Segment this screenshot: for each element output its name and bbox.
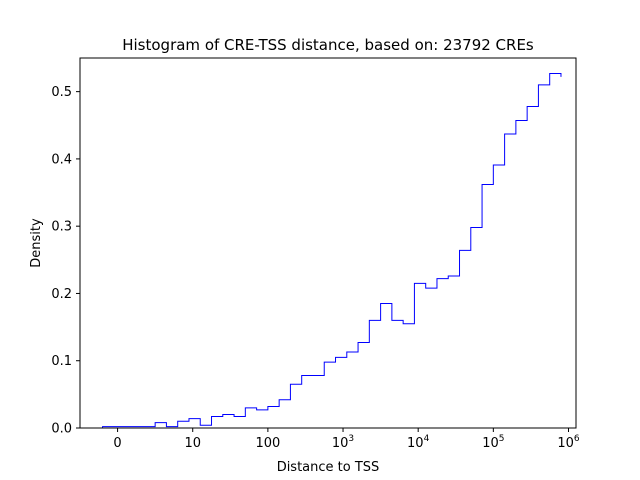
plot-frame (79, 57, 577, 429)
x-tick-label: 104 (407, 434, 430, 451)
y-tick-label: 0.0 (51, 422, 72, 437)
y-tick-label: 0.5 (51, 85, 72, 100)
x-tick-label: 105 (482, 434, 504, 451)
x-axis-label: Distance to TSS (277, 460, 380, 475)
x-axis-ticks: 0 10 100 103 104 105 106 (113, 428, 580, 451)
plot-area (102, 72, 562, 428)
y-tick-label: 0.1 (51, 354, 72, 369)
y-axis-label: Density (29, 218, 44, 268)
x-tick-label: 0 (113, 436, 121, 451)
x-tick-label: 10 (184, 436, 201, 451)
y-tick-label: 0.4 (51, 152, 72, 167)
y-tick-label: 0.3 (51, 220, 72, 235)
chart-title: Histogram of CRE-TSS distance, based on:… (122, 36, 534, 54)
y-tick-label: 0.2 (51, 287, 72, 302)
histogram-outline (102, 72, 562, 428)
x-tick-label: 100 (255, 436, 280, 451)
x-tick-label: 103 (332, 434, 354, 451)
y-axis-ticks: 0.0 0.1 0.2 0.3 0.4 0.5 (51, 85, 80, 437)
x-tick-label: 106 (557, 434, 580, 451)
